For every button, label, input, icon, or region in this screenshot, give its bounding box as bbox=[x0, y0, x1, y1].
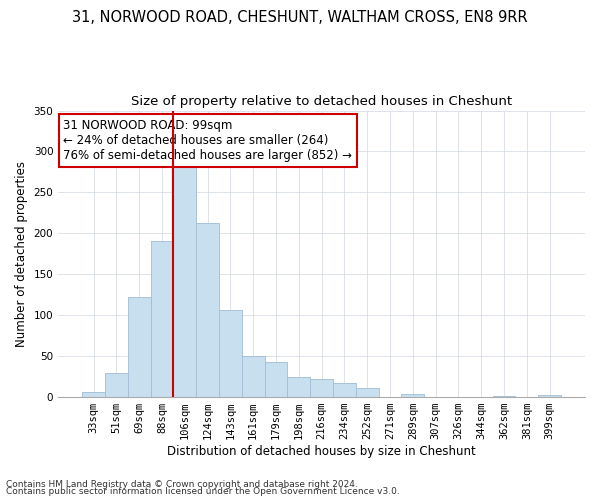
Text: Contains HM Land Registry data © Crown copyright and database right 2024.: Contains HM Land Registry data © Crown c… bbox=[6, 480, 358, 489]
Text: 31 NORWOOD ROAD: 99sqm
← 24% of detached houses are smaller (264)
76% of semi-de: 31 NORWOOD ROAD: 99sqm ← 24% of detached… bbox=[64, 119, 352, 162]
Bar bbox=[265, 362, 287, 396]
Bar bbox=[242, 356, 265, 397]
Text: Contains public sector information licensed under the Open Government Licence v3: Contains public sector information licen… bbox=[6, 487, 400, 496]
Bar bbox=[105, 373, 128, 396]
Bar bbox=[401, 394, 424, 396]
Text: 31, NORWOOD ROAD, CHESHUNT, WALTHAM CROSS, EN8 9RR: 31, NORWOOD ROAD, CHESHUNT, WALTHAM CROS… bbox=[72, 10, 528, 25]
X-axis label: Distribution of detached houses by size in Cheshunt: Distribution of detached houses by size … bbox=[167, 444, 476, 458]
Bar bbox=[82, 392, 105, 396]
Bar bbox=[196, 222, 219, 396]
Bar bbox=[219, 310, 242, 396]
Bar bbox=[151, 242, 173, 396]
Bar bbox=[333, 382, 356, 396]
Bar bbox=[173, 157, 196, 396]
Y-axis label: Number of detached properties: Number of detached properties bbox=[15, 160, 28, 346]
Bar bbox=[287, 377, 310, 396]
Title: Size of property relative to detached houses in Cheshunt: Size of property relative to detached ho… bbox=[131, 95, 512, 108]
Bar bbox=[538, 395, 561, 396]
Bar bbox=[310, 378, 333, 396]
Bar bbox=[356, 388, 379, 396]
Bar bbox=[128, 297, 151, 396]
